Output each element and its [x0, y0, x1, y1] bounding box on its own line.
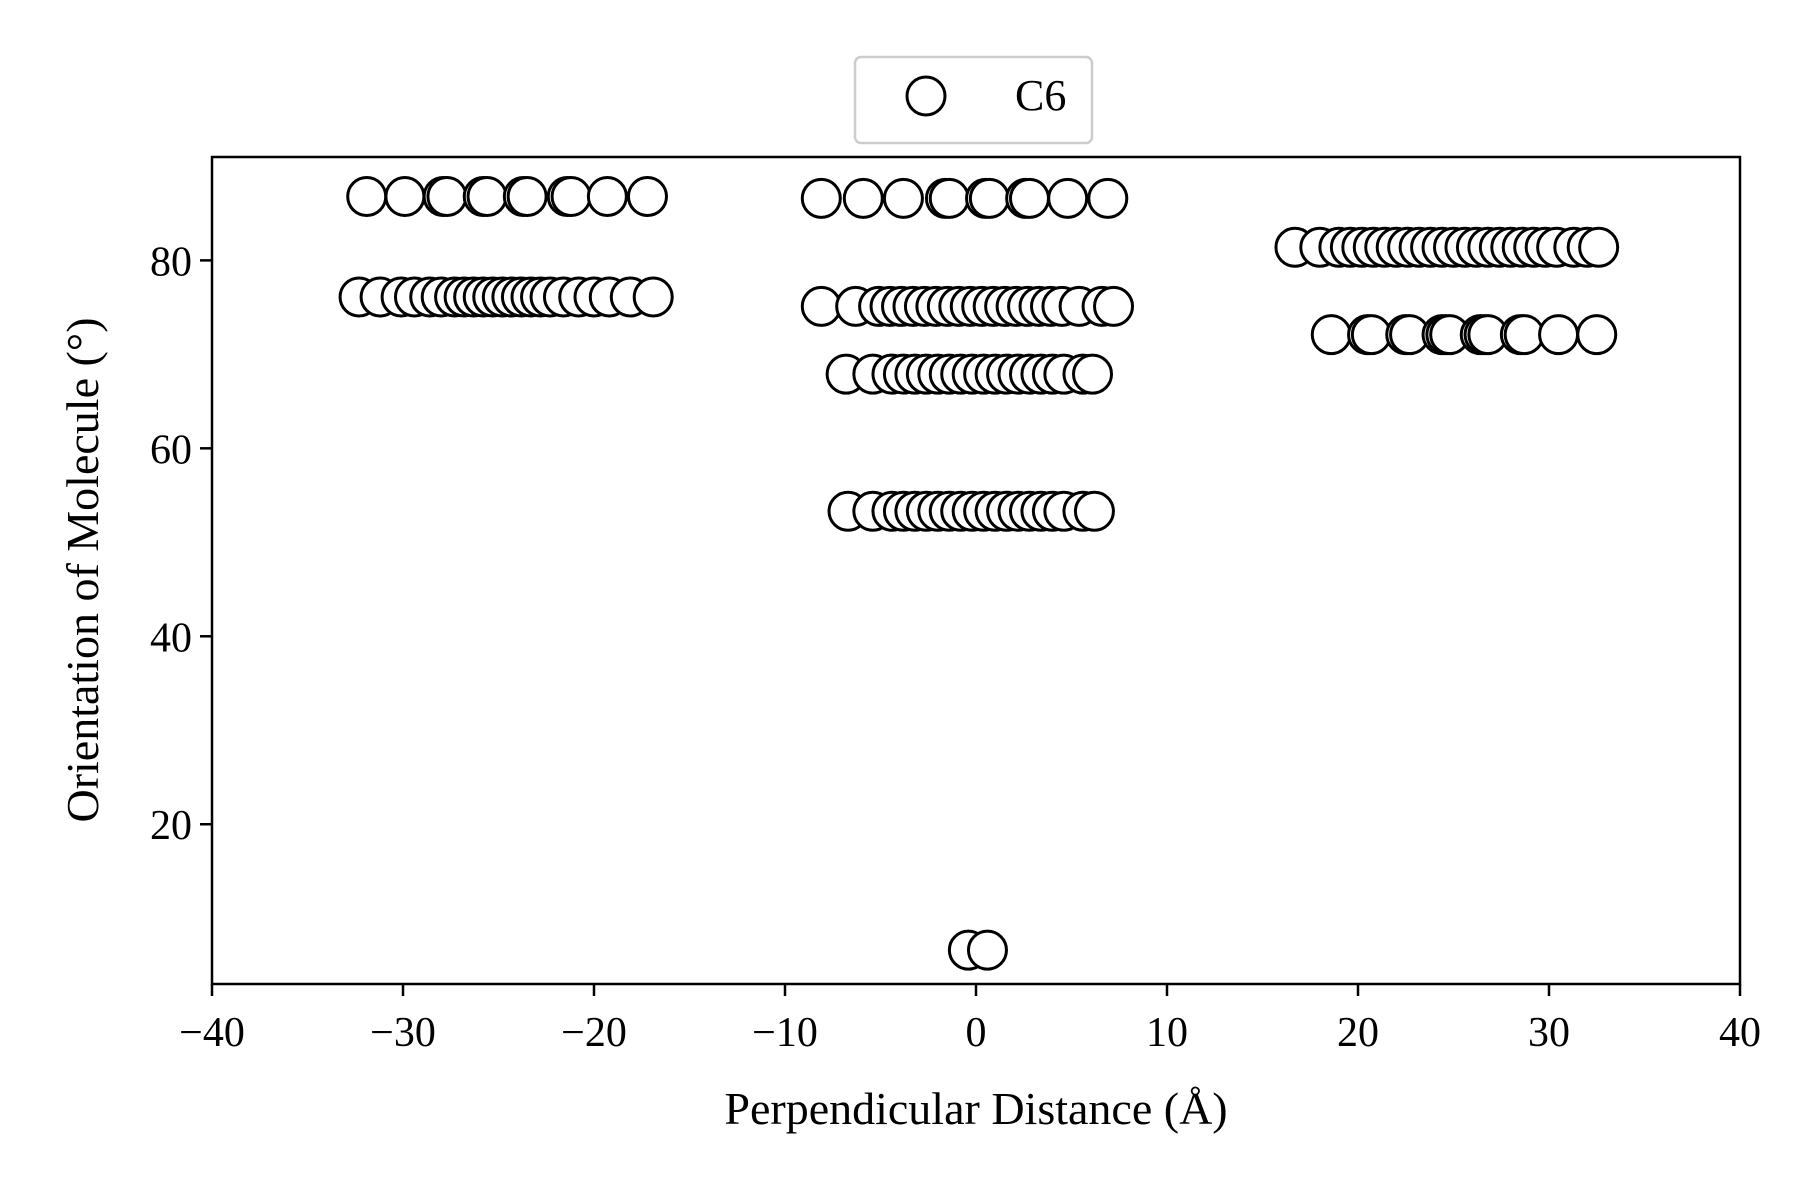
x-tick-label: 0: [966, 1010, 987, 1056]
data-point: [1008, 177, 1050, 219]
x-tick-label: −20: [561, 1010, 627, 1056]
x-tick-label: 10: [1146, 1010, 1188, 1056]
y-axis-title: Orientation of Molecule (°): [57, 317, 108, 822]
data-point: [1350, 314, 1392, 356]
data-point: [842, 177, 884, 219]
data-point: [966, 929, 1008, 971]
data-point: [466, 175, 508, 217]
y-axis-ticks: 20 40 60 80: [150, 239, 212, 849]
data-point: [550, 175, 592, 217]
data-point: [626, 175, 668, 217]
data-point: [1578, 226, 1620, 268]
data-point: [1072, 353, 1114, 395]
data-point: [882, 177, 924, 219]
data-points: [338, 175, 1620, 971]
x-tick-label: −10: [752, 1010, 818, 1056]
data-point: [1310, 314, 1352, 356]
legend-box: [853, 55, 1094, 145]
data-point: [346, 175, 388, 217]
x-tick-label: 30: [1528, 1010, 1570, 1056]
data-point: [928, 177, 970, 219]
legend: C6: [853, 55, 1094, 145]
y-tick-label: 20: [150, 803, 192, 849]
y-tick-label: 40: [150, 615, 192, 661]
data-point: [1503, 314, 1545, 356]
data-point: [632, 276, 674, 318]
x-axis-title: Perpendicular Distance (Å): [724, 1083, 1227, 1134]
x-tick-label: 20: [1337, 1010, 1379, 1056]
y-tick-label: 60: [150, 427, 192, 473]
x-tick-label: −30: [370, 1010, 436, 1056]
legend-marker-icon: [905, 75, 947, 117]
data-point: [1093, 285, 1135, 327]
data-point: [1538, 314, 1580, 356]
y-tick-label: 80: [150, 239, 192, 285]
data-point: [426, 175, 468, 217]
data-point: [1047, 177, 1089, 219]
x-tick-label: −40: [179, 1010, 245, 1056]
x-axis-ticks: −40 −30 −20 −10 0 10 20 30 40: [179, 984, 1761, 1056]
data-point: [384, 175, 426, 217]
data-point: [506, 175, 548, 217]
data-point: [968, 177, 1010, 219]
legend-label: C6: [1015, 71, 1066, 120]
data-point: [1576, 314, 1618, 356]
data-point: [1087, 177, 1129, 219]
x-tick-label: 40: [1719, 1010, 1761, 1056]
data-point: [800, 177, 842, 219]
data-point: [1073, 490, 1115, 532]
data-point: [800, 285, 842, 327]
data-point: [586, 175, 628, 217]
